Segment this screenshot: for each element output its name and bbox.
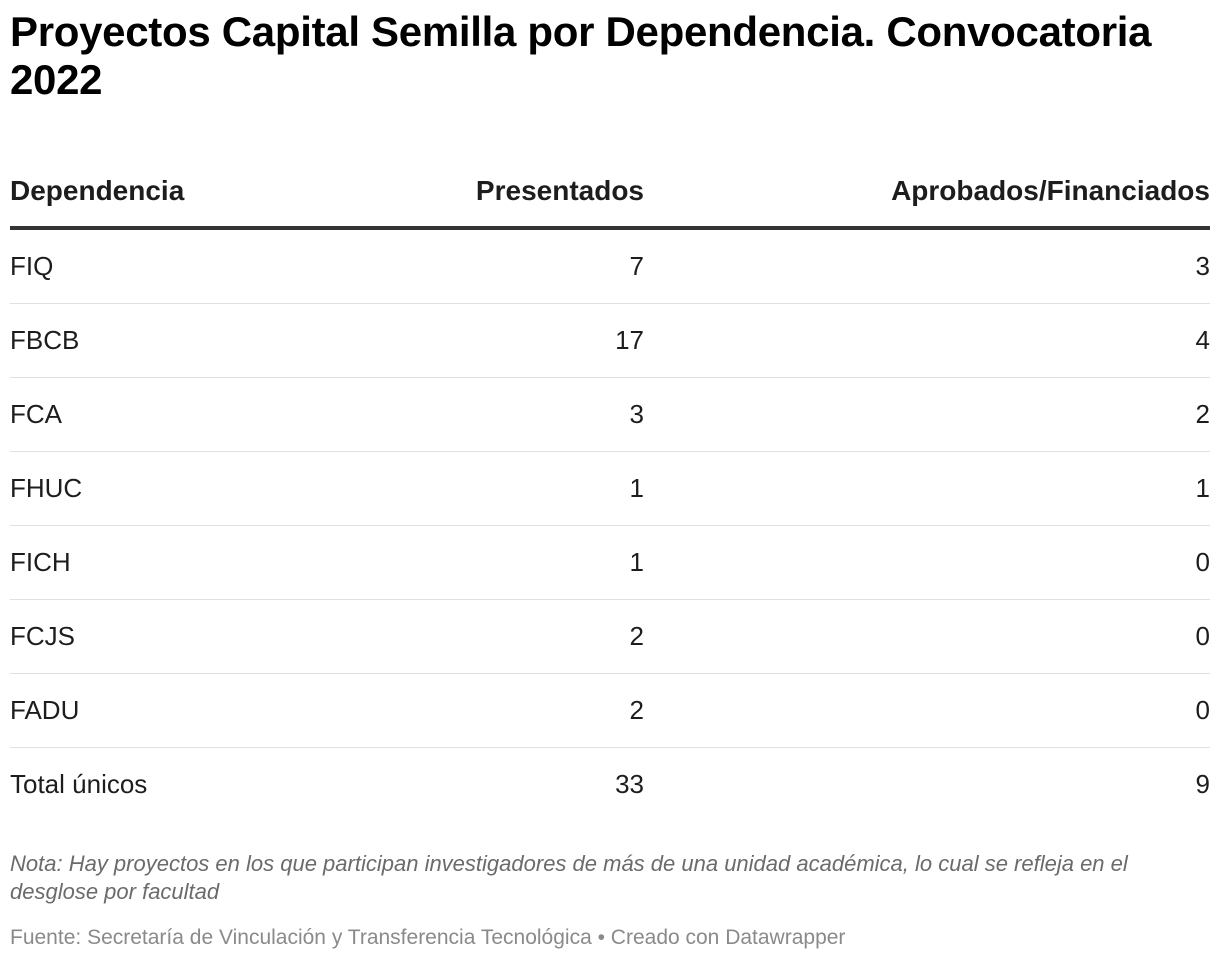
chart-footer: Fuente: Secretaría de Vinculación y Tran…: [10, 924, 1210, 952]
cell-dependencia: FCJS: [10, 599, 328, 674]
table-row: FIQ 7 3: [10, 228, 1210, 304]
chart-title: Proyectos Capital Semilla por Dependenci…: [10, 8, 1152, 103]
chart-notes: Nota: Hay proyectos en los que participa…: [10, 851, 1128, 904]
cell-presentados: 2: [328, 673, 644, 748]
cell-presentados: 1: [328, 525, 644, 600]
table-header-row: Dependencia Presentados Aprobados/Financ…: [10, 156, 1210, 230]
footer-separator: •: [597, 926, 605, 949]
table-row: Total únicos 33 9: [10, 748, 1210, 822]
column-header-aprobados[interactable]: Aprobados/Financiados: [644, 156, 1210, 230]
cell-presentados: 7: [328, 228, 644, 304]
chart-container: Proyectos Capital Semilla por Dependenci…: [10, 8, 1210, 949]
column-header-presentados[interactable]: Presentados: [328, 156, 644, 230]
cell-dependencia: FBCB: [10, 303, 328, 378]
cell-presentados: 1: [328, 451, 644, 526]
table-row: FICH 1 0: [10, 525, 1210, 600]
cell-dependencia: Total únicos: [10, 769, 148, 799]
cell-dependencia: FCA: [10, 377, 328, 452]
cell-dependencia: FHUC: [10, 451, 328, 526]
cell-presentados: 2: [328, 599, 644, 674]
cell-dependencia: FIQ: [10, 228, 328, 304]
cell-aprobados: 9: [1195, 769, 1210, 799]
table-row: FCA 3 2: [10, 377, 1210, 452]
cell-dependencia: FICH: [10, 525, 328, 600]
cell-aprobados: 4: [644, 303, 1210, 378]
table-row: FADU 2 0: [10, 673, 1210, 748]
data-table: Dependencia Presentados Aprobados/Financ…: [10, 156, 1210, 821]
cell-aprobados: 2: [644, 377, 1210, 452]
table-row: FCJS 2 0: [10, 599, 1210, 674]
cell-aprobados: 3: [644, 228, 1210, 304]
cell-presentados: 33: [615, 769, 644, 799]
cell-aprobados: 0: [644, 673, 1210, 748]
cell-presentados: 17: [328, 303, 644, 378]
cell-aprobados: 1: [644, 451, 1210, 526]
table-body: FIQ 7 3 FBCB 17 4 FCA 3 2 FHUC 1 1 FICH 1 0 FCJS 2 0 FADU 2…: [10, 228, 1210, 821]
column-header-dependencia[interactable]: Dependencia: [10, 156, 328, 230]
cell-presentados: 3: [328, 377, 644, 452]
cell-aprobados: 0: [644, 525, 1210, 600]
table-row: FHUC 1 1: [10, 451, 1210, 526]
source-text: Secretaría de Vinculación y Transferenci…: [87, 926, 592, 949]
cell-aprobados: 0: [644, 599, 1210, 674]
byline-text: Creado con Datawrapper: [610, 926, 846, 949]
table-row: FBCB 17 4: [10, 303, 1210, 378]
cell-dependencia: FADU: [10, 673, 328, 748]
source-label: Fuente:: [10, 926, 82, 949]
